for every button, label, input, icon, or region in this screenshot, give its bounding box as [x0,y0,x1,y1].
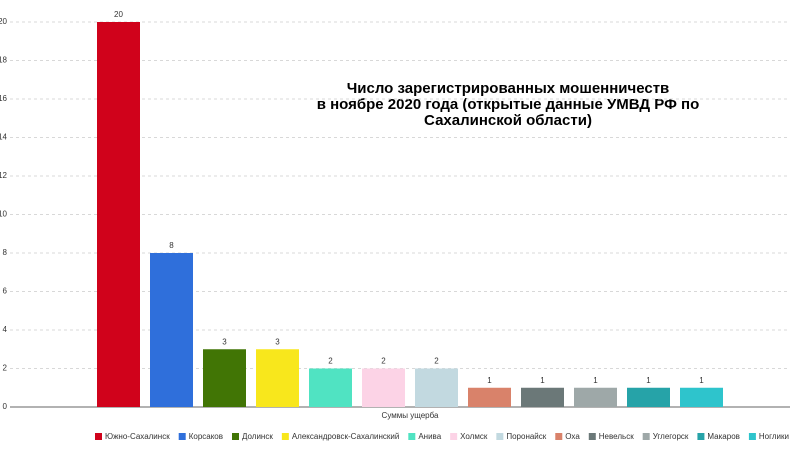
y-tick-label: 8 [3,248,8,257]
y-tick-label: 6 [3,287,8,296]
legend-label: Невельск [599,432,634,441]
legend-swatch [281,433,289,440]
legend-label: Анива [418,432,441,441]
y-tick-label: 20 [0,17,8,26]
bar [627,387,670,407]
y-tick-label: 16 [0,94,8,103]
legend-swatch [642,433,650,440]
y-tick-label: 0 [3,402,8,411]
bar [97,22,140,407]
legend-swatch [697,433,705,440]
legend-swatch [588,433,596,440]
legend-label: Александровск-Сахалинский [292,432,399,441]
bar [574,387,617,407]
legend-label: Южно-Сахалинск [105,432,170,441]
legend-label: Оха [565,432,580,441]
value-label: 1 [540,376,545,385]
y-tick-label: 18 [0,56,8,65]
value-label: 2 [434,357,439,366]
legend-label: Долинск [242,432,273,441]
value-label: 20 [114,10,123,19]
bar [680,387,723,407]
title: Число зарегистрированных мошенничеств в … [317,80,700,129]
legend-swatch [408,433,416,440]
value-label: 3 [222,337,227,346]
y-tick-label: 2 [3,364,8,373]
legend-swatch [95,433,102,440]
chart-title: Число зарегистрированных мошенничеств [347,80,670,97]
bar [203,349,246,407]
y-tick-label: 14 [0,133,8,142]
legend-swatch [232,433,239,440]
bar [415,368,458,407]
y-tick-label: 4 [3,325,8,334]
value-label: 1 [699,376,704,385]
legend-swatch [178,433,186,440]
bar [256,349,299,407]
bar [362,368,405,407]
value-label: 3 [275,337,280,346]
legend-swatch [496,433,504,440]
legend-swatch [450,433,458,440]
chart-title: в ноябре 2020 года (открытые данные УМВД… [317,96,700,113]
chart-title: Сахалинской области) [424,112,592,129]
legend-label: Корсаков [189,432,223,441]
bar [521,387,564,407]
value-label: 1 [593,376,598,385]
legend-swatch [748,433,756,440]
value-label: 1 [487,376,492,385]
legend-label: Поронайск [506,432,546,441]
x-axis-label: Суммы ущерба [382,411,439,420]
legend-swatch [555,433,563,440]
value-label: 8 [169,241,174,250]
bar [468,387,511,407]
legend-label: Холмск [460,432,488,441]
bar [150,253,193,407]
legend-label: Ноглики [759,432,789,441]
y-tick-label: 10 [0,210,8,219]
legend-label: Углегорск [653,432,689,441]
value-label: 2 [381,357,386,366]
bar [309,368,352,407]
legend-label: Макаров [707,432,739,441]
y-tick-label: 12 [0,171,8,180]
value-label: 2 [328,357,333,366]
value-label: 1 [646,376,651,385]
